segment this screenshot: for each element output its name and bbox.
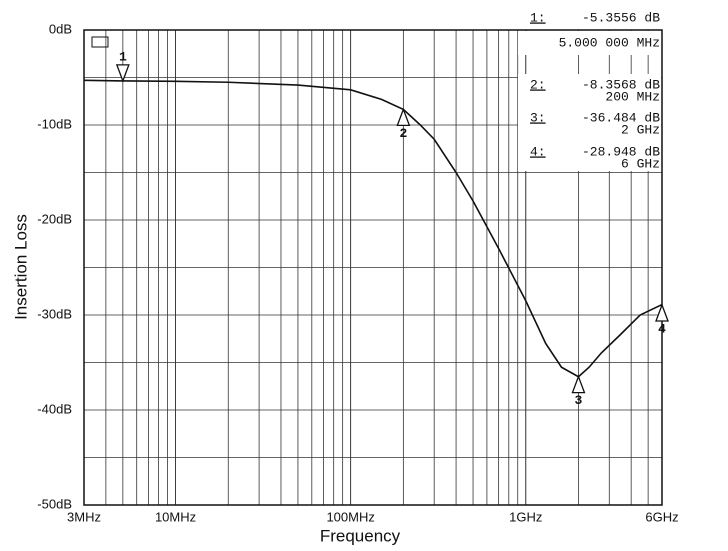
- readout-value: -28.948 dB: [582, 144, 660, 159]
- x-tick-label: 6GHz: [645, 509, 678, 524]
- readout-value: -5.3556 dB: [582, 10, 660, 25]
- marker-triangle: [571, 374, 586, 394]
- readout-panel: [518, 31, 661, 55]
- readout-frequency: 5.000 000 MHz: [559, 35, 660, 50]
- readout-frequency: 2 GHz: [621, 122, 660, 137]
- readout-frequency: 200 MHz: [605, 89, 660, 104]
- marker-triangle: [655, 303, 669, 322]
- x-axis-title: Frequency: [320, 526, 401, 545]
- marker-label: 1: [119, 49, 127, 64]
- marker-label: 2: [399, 126, 407, 141]
- x-tick-label: 100MHz: [326, 509, 374, 524]
- plot-frame: [83, 29, 663, 506]
- y-tick-label: -40dB: [37, 401, 72, 416]
- x-tick-label: 1GHz: [509, 509, 542, 524]
- x-tick-label: 3MHz: [67, 509, 101, 524]
- readout-name: 2:: [530, 77, 546, 92]
- marker-label: 4: [658, 321, 666, 336]
- marker-label: 3: [575, 393, 583, 408]
- x-tick-label: 10MHz: [155, 509, 196, 524]
- marker-triangle: [396, 107, 411, 127]
- readout-value: -8.3568 dB: [582, 77, 660, 92]
- readout-panel: [518, 74, 661, 171]
- y-tick-label: -10dB: [37, 116, 72, 131]
- y-tick-label: -20dB: [37, 211, 72, 226]
- readout-value: -36.484 dB: [582, 110, 660, 125]
- readout-name: 3:: [530, 110, 546, 125]
- y-tick-label: -50dB: [37, 496, 72, 511]
- readout-name: 1:: [530, 10, 546, 25]
- readout-name: 4:: [530, 144, 546, 159]
- trace-line: [83, 79, 663, 378]
- readout-frequency: 6 GHz: [621, 156, 660, 171]
- reference-icon: [91, 36, 109, 48]
- y-tick-label: 0dB: [49, 21, 72, 36]
- marker-triangle: [115, 64, 130, 83]
- y-axis-title: Insertion Loss: [11, 214, 30, 320]
- y-tick-label: -30dB: [37, 306, 72, 321]
